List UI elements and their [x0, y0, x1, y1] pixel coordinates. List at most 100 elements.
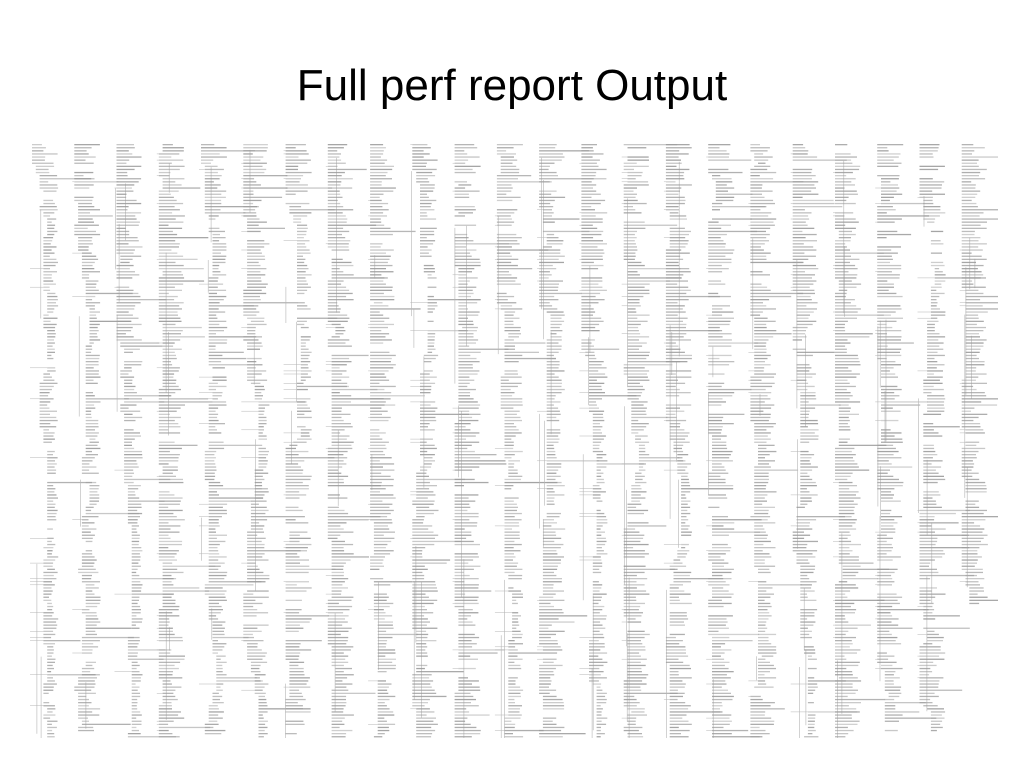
report-text-line	[373, 522, 393, 524]
report-text-line	[961, 258, 987, 260]
report-text-line	[131, 562, 139, 564]
report-text-line	[750, 723, 774, 725]
report-text-line	[158, 407, 181, 409]
report-text-line	[627, 311, 637, 313]
report-text-line	[370, 466, 383, 468]
report-text-line	[631, 488, 642, 490]
report-text-line	[877, 342, 914, 344]
report-text-line	[750, 255, 767, 257]
report-text-line	[708, 233, 727, 236]
report-text-line	[596, 543, 606, 546]
report-text-line	[43, 590, 53, 592]
report-text-line	[754, 345, 766, 347]
report-text-line	[327, 175, 342, 177]
report-text-line	[47, 500, 54, 502]
report-text-line	[454, 171, 476, 174]
report-text-line	[665, 292, 687, 295]
report-text-line	[592, 621, 601, 623]
report-text-line	[965, 364, 985, 366]
report-text-line	[158, 206, 175, 208]
report-text-line	[458, 686, 480, 688]
report-text-line	[927, 320, 939, 322]
report-text-line	[204, 460, 215, 462]
report-text-line	[43, 323, 57, 326]
report-text-line	[877, 230, 898, 233]
report-text-line	[285, 447, 296, 450]
report-text-line	[965, 429, 984, 431]
report-text-line	[877, 261, 890, 264]
report-text-line	[539, 599, 565, 601]
report-text-line	[124, 454, 143, 456]
report-text-line	[258, 432, 263, 434]
report-text-line	[377, 664, 396, 667]
report-text-line	[877, 339, 901, 341]
report-text-line	[546, 419, 560, 422]
report-text-line	[750, 184, 763, 186]
report-text-line	[370, 450, 384, 453]
report-text-line	[881, 512, 891, 515]
report-text-line	[792, 289, 815, 291]
report-text-line	[923, 618, 936, 620]
report-text-line	[800, 488, 807, 490]
report-text-line	[930, 729, 937, 732]
report-text-line	[212, 367, 225, 369]
perf-report-callgraph-graphic	[30, 144, 998, 738]
report-text-line	[750, 286, 768, 288]
report-text-line	[47, 671, 52, 673]
report-text-line	[838, 485, 857, 487]
report-text-line	[927, 339, 939, 341]
report-text-line	[335, 680, 343, 682]
report-text-line	[835, 683, 853, 685]
report-text-line	[47, 723, 52, 725]
report-text-line	[327, 621, 348, 623]
report-text-line	[331, 702, 347, 704]
report-text-line	[581, 187, 593, 189]
report-text-line	[370, 243, 383, 245]
report-text-line	[43, 565, 53, 567]
report-text-line	[204, 478, 215, 481]
report-text-line	[665, 280, 688, 282]
report-text-line	[127, 485, 141, 487]
report-text-line	[965, 292, 984, 295]
report-text-line	[838, 230, 852, 233]
report-text-line	[750, 193, 762, 195]
report-text-line	[124, 361, 143, 363]
report-text-line	[631, 432, 639, 434]
report-text-line	[327, 159, 342, 161]
report-text-line	[420, 243, 434, 245]
report-text-line	[800, 633, 810, 636]
report-text-line	[74, 159, 86, 161]
report-text-line	[208, 705, 218, 707]
report-text-line	[792, 147, 806, 149]
report-text-line	[127, 491, 135, 493]
report-text-line	[796, 556, 816, 558]
report-text-line	[370, 506, 390, 508]
report-text-line	[216, 683, 224, 685]
report-text-line	[243, 314, 257, 316]
report-text-line	[504, 370, 518, 372]
report-text-line	[208, 432, 222, 434]
report-text-line	[623, 729, 639, 732]
report-text-line	[454, 593, 466, 595]
report-text-line	[454, 516, 479, 518]
report-text-line	[665, 320, 683, 322]
report-text-line	[877, 550, 892, 552]
report-text-line	[542, 581, 562, 583]
report-text-line	[546, 516, 560, 518]
report-text-line	[623, 605, 641, 608]
report-text-line	[546, 432, 561, 434]
report-text-line	[85, 481, 97, 484]
report-text-line	[712, 543, 728, 546]
report-text-line	[212, 258, 226, 260]
report-text-line	[496, 255, 512, 257]
report-text-line	[712, 720, 732, 722]
report-text-line	[539, 612, 564, 614]
report-text-line	[708, 330, 723, 332]
report-text-line	[208, 311, 226, 313]
report-text-line	[750, 199, 774, 202]
report-text-line	[212, 268, 219, 270]
report-text-line	[792, 243, 804, 245]
report-text-line	[712, 705, 723, 707]
report-text-line	[665, 209, 680, 211]
report-text-line	[919, 698, 931, 701]
